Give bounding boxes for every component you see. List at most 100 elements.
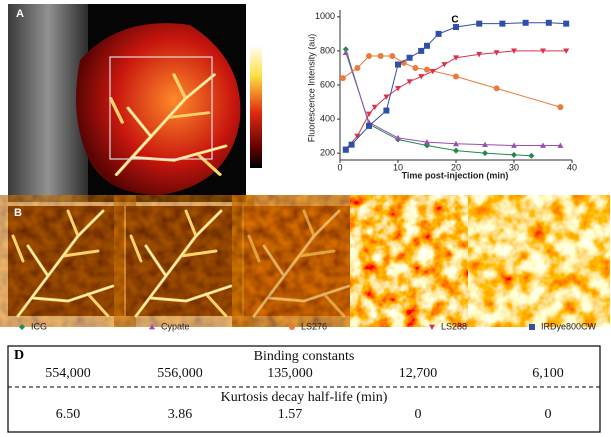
table-cell: 1.57 <box>278 407 303 422</box>
y-tick-label: 400 <box>320 113 335 123</box>
legend-label: IRDye800CW <box>541 321 597 331</box>
colorbar-tick-label: 750 <box>268 71 283 81</box>
series-line <box>345 50 567 150</box>
point <box>395 61 401 68</box>
point <box>435 30 442 37</box>
point <box>453 24 459 31</box>
table-cell: 554,000 <box>45 366 91 381</box>
point <box>476 20 483 27</box>
point <box>540 48 546 54</box>
legend-label: ICG <box>31 321 47 331</box>
point <box>366 111 372 117</box>
point <box>395 134 401 141</box>
point <box>412 64 419 71</box>
y-tick-label: 800 <box>320 45 335 55</box>
point <box>371 104 378 111</box>
table-cell: 3.86 <box>168 407 193 422</box>
series-line <box>345 49 532 157</box>
legend-label: LS288 <box>441 321 467 331</box>
panel-label: D <box>14 348 24 363</box>
table-cell: 0 <box>545 407 552 422</box>
point <box>453 140 459 147</box>
y-axis-label: Fluorescence Intensity (au) <box>306 34 316 143</box>
colorbar-tick-label: 250 <box>268 131 283 141</box>
x-tick-label: 30 <box>509 162 519 172</box>
point <box>342 146 349 153</box>
colorbar-tick-label: 500 <box>268 101 283 111</box>
table-heading: Binding constants <box>254 349 355 364</box>
point <box>511 48 517 54</box>
point <box>511 151 517 158</box>
x-tick-label: 10 <box>393 162 403 172</box>
point <box>453 55 459 61</box>
point <box>418 74 425 80</box>
legend-marker <box>149 324 155 330</box>
point <box>424 66 431 73</box>
point <box>540 142 546 148</box>
point <box>557 142 564 148</box>
x-tick-label: 20 <box>451 162 461 172</box>
point <box>563 48 570 54</box>
table-cell: 6,100 <box>532 366 564 381</box>
point <box>395 86 401 92</box>
table-heading: Kurtosis decay half-life (min) <box>221 390 388 405</box>
legend-marker <box>19 324 25 330</box>
panel-a-image <box>8 4 262 202</box>
x-tick-label: 40 <box>567 162 577 172</box>
point <box>441 62 448 68</box>
table-cell: 0 <box>415 407 422 422</box>
x-axis-label: Time post-injection (min) <box>402 170 509 180</box>
y-tick-label: 200 <box>320 148 335 158</box>
point <box>400 59 407 66</box>
point <box>383 107 390 114</box>
panel-label: A <box>16 8 24 20</box>
legend-marker <box>529 324 535 330</box>
y-tick-label: 600 <box>320 79 335 89</box>
point <box>499 20 506 27</box>
legend-label: Cypate <box>161 321 190 331</box>
point <box>348 141 355 148</box>
colorbar-tick-label: 1000 <box>268 41 288 51</box>
point <box>482 150 488 157</box>
legend-marker <box>289 324 295 330</box>
point <box>342 46 349 53</box>
point <box>389 53 396 60</box>
point <box>377 53 384 60</box>
y-tick-label: 1000 <box>315 11 335 21</box>
point <box>354 133 361 140</box>
panel-label: C <box>451 15 458 26</box>
legend-label: LS276 <box>301 321 327 331</box>
point <box>406 79 413 85</box>
table-cell: 6.50 <box>56 407 81 422</box>
point <box>493 50 500 56</box>
point <box>354 64 361 71</box>
point <box>406 54 413 61</box>
point <box>418 47 425 54</box>
point <box>493 85 500 92</box>
point <box>528 152 535 159</box>
point <box>476 51 483 58</box>
point <box>453 147 459 154</box>
point <box>482 141 488 148</box>
table-cell: 12,700 <box>399 366 438 381</box>
colorbar-tick-label: 0 <box>268 161 273 171</box>
point <box>424 139 430 145</box>
point <box>366 122 372 129</box>
legend-marker <box>429 324 435 330</box>
point <box>511 142 517 148</box>
point <box>453 73 459 80</box>
table <box>7 345 601 433</box>
panel-b-images <box>8 206 598 318</box>
point <box>557 104 564 111</box>
point <box>339 75 346 82</box>
panel-label: B <box>14 207 22 219</box>
point <box>429 68 436 75</box>
point <box>545 19 552 26</box>
table-cell: 135,000 <box>267 366 313 381</box>
point <box>424 42 430 49</box>
table-cell: 556,000 <box>157 366 203 381</box>
point <box>342 49 349 56</box>
point <box>563 20 570 27</box>
point <box>383 94 390 100</box>
